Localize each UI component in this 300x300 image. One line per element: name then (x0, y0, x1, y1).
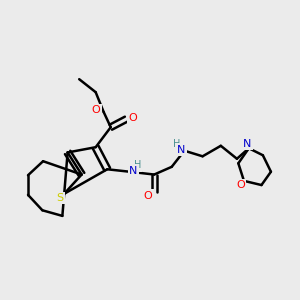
Text: H: H (173, 140, 180, 149)
Text: N: N (243, 139, 251, 149)
Text: S: S (56, 193, 64, 203)
Text: O: O (128, 113, 137, 124)
Text: N: N (177, 145, 186, 154)
Text: N: N (129, 166, 137, 176)
Text: O: O (236, 180, 245, 190)
Text: O: O (143, 190, 152, 201)
Text: O: O (92, 105, 100, 116)
Text: H: H (134, 160, 141, 170)
